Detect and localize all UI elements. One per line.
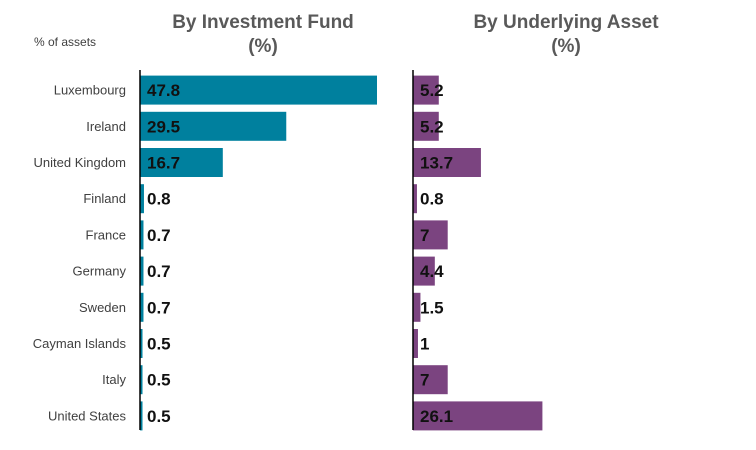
fund-value-label: 16.7 (147, 154, 180, 173)
asset-bar (413, 75, 439, 105)
value-labels: 47.8 29.5 16.7 0.8 0.7 0.7 0.7 0.5 0.5 0.5 5.2 5.2 1… (147, 81, 453, 426)
fund-value-label: 0.8 (147, 190, 171, 209)
asset-panel-title-unit: (%) (551, 36, 581, 57)
category-labels: Luxembourg Ireland United Kingdom Finland Fr… (33, 83, 127, 424)
asset-bar (413, 329, 418, 358)
category-label: Germany (73, 264, 127, 279)
fund-bar (140, 365, 143, 395)
fund-value-label: 0.7 (147, 262, 171, 281)
asset-bar (413, 111, 439, 141)
fund-bar (140, 256, 144, 286)
category-label: Luxembourg (54, 83, 126, 98)
fund-value-label: 47.8 (147, 81, 180, 100)
fund-value-label: 0.7 (147, 226, 171, 245)
asset-bars (413, 75, 543, 431)
asset-value-label: 7 (420, 371, 429, 390)
fund-panel-title-unit: (%) (248, 36, 278, 57)
fund-bar (140, 292, 144, 322)
asset-value-label: 1 (420, 335, 429, 354)
asset-bar (413, 148, 481, 177)
category-label: Cayman Islands (33, 336, 127, 351)
asset-value-label: 13.7 (420, 154, 453, 173)
category-label: Sweden (79, 300, 126, 315)
asset-bar (413, 256, 435, 286)
category-label: France (86, 227, 126, 242)
category-label: United States (48, 408, 127, 423)
asset-value-label: 7 (420, 226, 429, 245)
fund-bar (140, 184, 144, 214)
fund-bar (140, 148, 223, 177)
asset-value-label: 26.1 (420, 407, 453, 426)
asset-bar (413, 292, 421, 322)
asset-value-label: 0.8 (420, 190, 444, 209)
asset-bar (413, 220, 448, 250)
fund-bar (140, 111, 287, 141)
fund-panel-title: By Investment Fund (172, 12, 354, 33)
unit-label: % of assets (34, 35, 96, 49)
fund-bars (140, 75, 377, 431)
category-label: Ireland (86, 119, 126, 134)
asset-value-label: 1.5 (420, 298, 444, 317)
fund-value-label: 0.7 (147, 298, 171, 317)
fund-bar (140, 220, 144, 250)
fund-value-label: 0.5 (147, 371, 171, 390)
fund-value-label: 29.5 (147, 117, 180, 136)
category-label: Finland (83, 191, 126, 206)
fund-value-label: 0.5 (147, 407, 171, 426)
category-label: United Kingdom (34, 155, 127, 170)
fund-bar (140, 329, 143, 358)
fund-bar (140, 75, 377, 105)
asset-value-label: 5.2 (420, 81, 444, 100)
fund-bar (140, 401, 143, 431)
asset-value-label: 5.2 (420, 117, 444, 136)
category-label: Italy (102, 372, 126, 387)
asset-bar (413, 365, 448, 395)
fund-value-label: 0.5 (147, 335, 171, 354)
asset-panel-title: By Underlying Asset (473, 12, 659, 33)
asset-bar (413, 401, 543, 431)
asset-bar (413, 184, 417, 214)
asset-value-label: 4.4 (420, 262, 444, 281)
